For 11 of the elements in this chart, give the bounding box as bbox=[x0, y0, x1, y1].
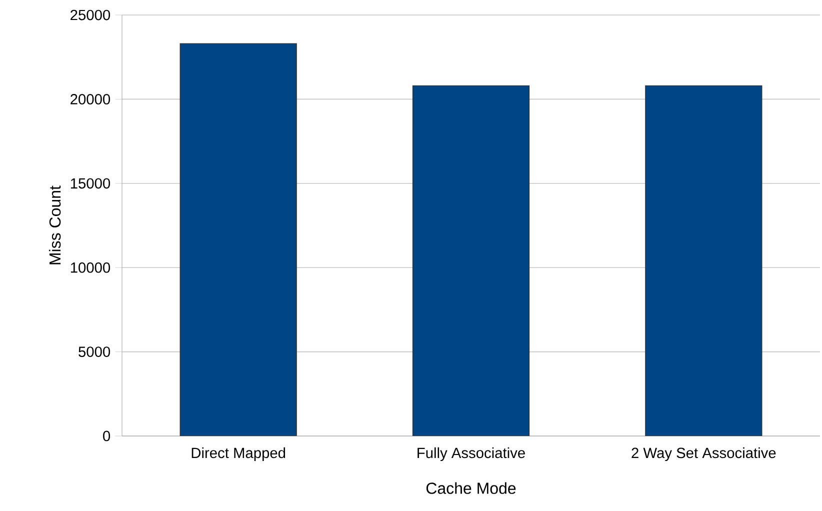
y-tick-label: 10000 bbox=[70, 262, 110, 273]
y-tick-label: 5000 bbox=[78, 346, 110, 357]
x-tick-label: Fully Associative bbox=[418, 447, 525, 462]
y-tick-label: 25000 bbox=[70, 10, 110, 20]
y-tick-label: 20000 bbox=[70, 94, 110, 104]
y-tick-label: 15000 bbox=[70, 178, 110, 189]
x-tick-label: Direct Mapped bbox=[192, 447, 286, 462]
y-axis-title: Miss Count bbox=[48, 186, 61, 264]
y-tick-label: 0 bbox=[103, 430, 110, 442]
x-tick-label: 2 Way Set Associative bbox=[632, 447, 776, 462]
x-axis-title: Cache Mode bbox=[426, 482, 516, 494]
